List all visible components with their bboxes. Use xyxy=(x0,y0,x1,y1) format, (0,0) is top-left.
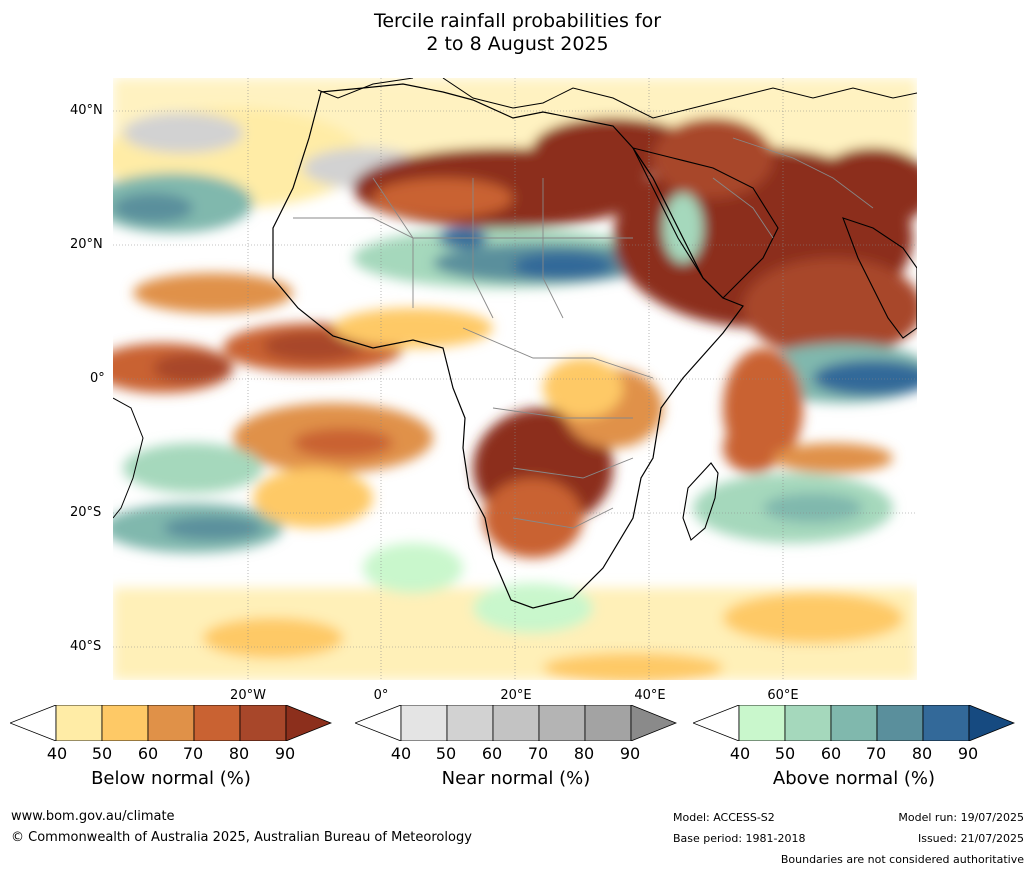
colorbar-arrow-high xyxy=(968,705,1015,741)
cbar-tick: 50 xyxy=(774,744,796,763)
colorbar-arrow-low xyxy=(693,705,740,741)
colorbar-segment xyxy=(584,705,632,741)
africa-coastline xyxy=(272,83,744,609)
title-line-1: Tercile rainfall probabilities for xyxy=(373,10,662,32)
cbar-tick: 60 xyxy=(820,744,842,763)
colorbar-segment xyxy=(147,705,195,741)
footer-base-period: Base period: 1981-2018 xyxy=(673,832,806,845)
cbar-tick: 90 xyxy=(957,744,979,763)
colorbar-near-title: Near normal (%) xyxy=(441,768,591,789)
lon-label-20e: 20°E xyxy=(500,688,532,703)
colorbar-above-normal xyxy=(693,705,1015,741)
lat-label-equator: 0° xyxy=(90,371,105,386)
colorbar-segment xyxy=(55,705,103,741)
cbar-tick: 70 xyxy=(527,744,549,763)
footer-website: www.bom.gov.au/climate xyxy=(11,809,175,824)
lat-label-40n: 40°N xyxy=(70,103,103,118)
europe-coastline xyxy=(317,78,917,119)
cbar-tick: 60 xyxy=(137,744,159,763)
cbar-tick: 80 xyxy=(573,744,595,763)
lon-label-0: 0° xyxy=(373,688,389,703)
cbar-tick: 70 xyxy=(865,744,887,763)
colorbar-segment xyxy=(876,705,924,741)
colorbar-segment xyxy=(400,705,448,741)
colorbar-segment xyxy=(492,705,540,741)
cbar-tick: 90 xyxy=(619,744,641,763)
madagascar-coastline xyxy=(682,462,719,541)
map-svg xyxy=(113,78,917,680)
footer-issued: Issued: 21/07/2025 xyxy=(917,832,1024,845)
colorbar-segment xyxy=(101,705,149,741)
colorbar-segment xyxy=(446,705,494,741)
title-line-2: 2 to 8 August 2025 xyxy=(426,33,609,55)
lon-label-60e: 60°E xyxy=(767,688,799,703)
colorbar-segment xyxy=(830,705,878,741)
colorbar-below-title: Below normal (%) xyxy=(91,768,251,789)
colorbar-near-normal xyxy=(355,705,677,741)
map-title: Tercile rainfall probabilities for 2 to … xyxy=(0,10,1035,56)
colorbar-arrow-high xyxy=(285,705,332,741)
colorbar-arrow-low xyxy=(355,705,402,741)
colorbar-segment xyxy=(738,705,786,741)
cbar-tick: 50 xyxy=(91,744,113,763)
colorbar-above-title: Above normal (%) xyxy=(772,768,936,789)
lat-label-40s: 40°S xyxy=(70,639,102,654)
footer-model: Model: ACCESS-S2 xyxy=(673,811,775,824)
colorbar-arrow-low xyxy=(10,705,57,741)
cbar-tick: 40 xyxy=(729,744,751,763)
colorbar-segment xyxy=(538,705,586,741)
lon-label-20w: 20°W xyxy=(230,688,266,703)
cbar-tick: 80 xyxy=(911,744,933,763)
colorbar-segment xyxy=(922,705,970,741)
lon-label-40e: 40°E xyxy=(634,688,666,703)
south-america-coastline xyxy=(113,397,144,519)
graticule xyxy=(113,78,917,680)
cbar-tick: 80 xyxy=(228,744,250,763)
india-coastline xyxy=(842,217,917,339)
footer-disclaimer: Boundaries are not considered authoritat… xyxy=(780,853,1024,866)
colorbar-segment xyxy=(239,705,287,741)
colorbar-below-normal xyxy=(10,705,332,741)
colorbar-arrow-high xyxy=(630,705,677,741)
cbar-tick: 40 xyxy=(390,744,412,763)
footer-model-run: Model run: 19/07/2025 xyxy=(898,811,1024,824)
country-borders xyxy=(293,137,874,529)
cbar-tick: 70 xyxy=(182,744,204,763)
cbar-tick: 90 xyxy=(274,744,296,763)
cbar-tick: 60 xyxy=(481,744,503,763)
cbar-tick: 40 xyxy=(46,744,68,763)
colorbar-segment xyxy=(193,705,241,741)
probability-map xyxy=(113,78,917,680)
footer-copyright: © Commonwealth of Australia 2025, Austra… xyxy=(11,830,472,845)
colorbar-segment xyxy=(784,705,832,741)
lat-label-20s: 20°S xyxy=(70,505,102,520)
lat-label-20n: 20°N xyxy=(70,237,103,252)
cbar-tick: 50 xyxy=(435,744,457,763)
arabia-coastline xyxy=(631,147,779,299)
